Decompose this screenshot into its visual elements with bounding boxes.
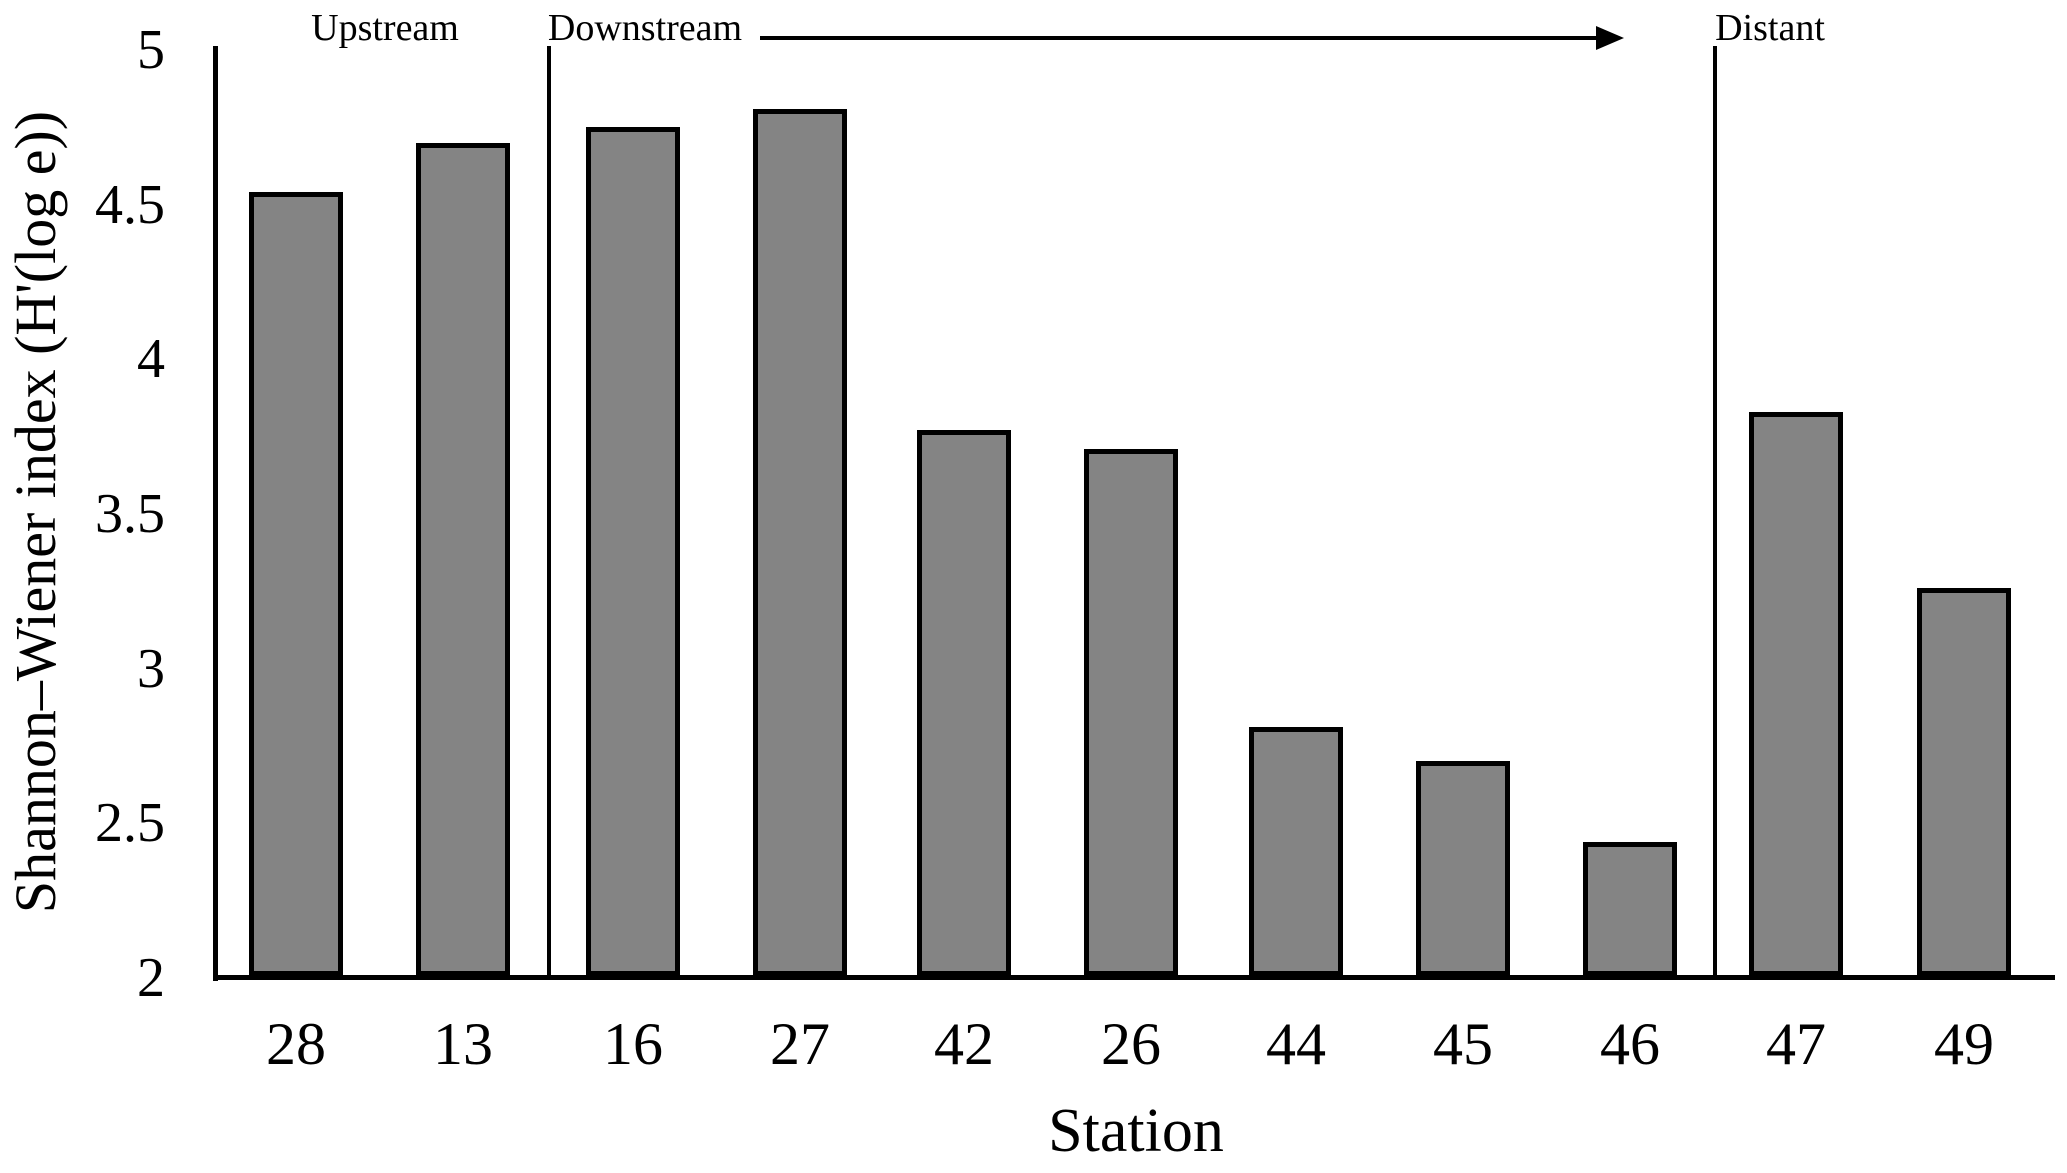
downstream-arrow-line [760, 36, 1596, 40]
bar-station-26 [1084, 449, 1178, 976]
x-axis-title: Station [1048, 1097, 1224, 1165]
group-label-distant: Distant [1715, 7, 1825, 49]
x-tick-label-44: 44 [1266, 1011, 1326, 1077]
x-tick-label-27: 27 [770, 1011, 830, 1077]
y-tick-label-4.5: 4.5 [95, 173, 165, 236]
bar-station-28 [249, 192, 343, 976]
x-tick-label-26: 26 [1101, 1011, 1161, 1077]
bar-station-46 [1583, 841, 1677, 976]
bar-station-44 [1249, 727, 1343, 976]
group-label-upstream: Upstream [311, 7, 459, 49]
bar-station-42 [917, 430, 1011, 976]
y-tick-label-3.5: 3.5 [95, 482, 165, 545]
x-tick-label-45: 45 [1433, 1011, 1493, 1077]
x-axis-line [213, 975, 2055, 980]
y-axis-line [213, 46, 218, 981]
bar-station-49 [1917, 588, 2011, 976]
bar-station-13 [416, 142, 510, 976]
section-divider-2 [1713, 46, 1717, 978]
bar-station-16 [586, 127, 680, 976]
bar-station-27 [753, 108, 847, 976]
y-tick-label-5: 5 [137, 19, 165, 81]
x-tick-label-42: 42 [934, 1011, 994, 1077]
x-tick-label-46: 46 [1600, 1011, 1660, 1077]
x-tick-label-49: 49 [1934, 1011, 1994, 1077]
x-tick-label-47: 47 [1766, 1011, 1826, 1077]
section-divider-1 [547, 46, 551, 978]
y-tick-label-2.5: 2.5 [95, 792, 165, 855]
x-tick-label-16: 16 [603, 1011, 663, 1077]
y-tick-label-4: 4 [137, 328, 165, 391]
bar-station-45 [1416, 761, 1510, 976]
group-label-downstream: Downstream [547, 7, 743, 49]
y-tick-label-3: 3 [137, 637, 165, 700]
downstream-arrow-head [1596, 26, 1624, 50]
y-tick-label-2: 2 [137, 946, 165, 1009]
bar-station-47 [1749, 411, 1843, 976]
x-tick-label-28: 28 [266, 1011, 326, 1077]
x-tick-label-13: 13 [433, 1011, 493, 1077]
